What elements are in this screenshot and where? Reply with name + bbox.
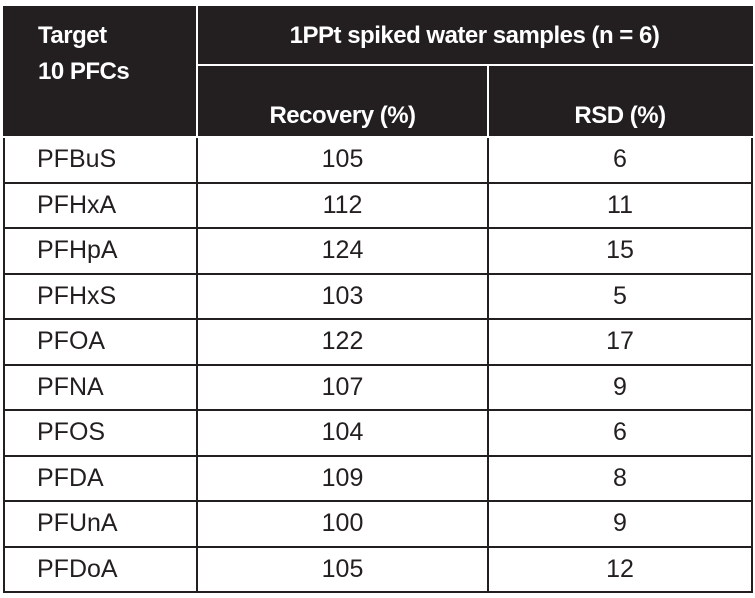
compound-name-cell: PFDoA [3,545,198,593]
compound-name-cell: PFBuS [3,136,198,184]
compound-name-cell: PFOA [3,318,198,366]
table-row: PFNA 107 9 [3,363,753,411]
compound-name-cell: PFHxA [3,181,198,229]
compound-name-cell: PFNA [3,363,198,411]
pfc-recovery-table: Target 10 PFCs 1PPt spiked water samples… [3,6,753,593]
table-row: PFBuS 105 6 [3,136,753,184]
rsd-cell: 6 [487,136,753,184]
table-row: PFOS 104 6 [3,409,753,457]
compound-name-cell: PFOS [3,409,198,457]
rsd-cell: 17 [487,318,753,366]
rsd-cell: 6 [487,409,753,457]
compound-name-cell: PFUnA [3,500,198,548]
compound-name-cell: PFHxS [3,272,198,320]
recovery-cell: 100 [196,500,489,548]
rsd-cell: 9 [487,363,753,411]
table-header: Target 10 PFCs 1PPt spiked water samples… [3,6,753,138]
table-row: PFHxS 103 5 [3,272,753,320]
target-header-line1: Target [38,22,107,49]
table-row: PFDA 109 8 [3,454,753,502]
table-row: PFHpA 124 15 [3,227,753,275]
recovery-cell: 107 [196,363,489,411]
recovery-cell: 103 [196,272,489,320]
sample-group-header: 1PPt spiked water samples (n = 6) [196,6,753,66]
pfc-recovery-table-container: Target 10 PFCs 1PPt spiked water samples… [3,6,753,593]
recovery-cell: 112 [196,181,489,229]
table-body: PFBuS 105 6 PFHxA 112 11 PFHpA 124 15 PF… [3,136,753,593]
table-row: PFDoA 105 12 [3,545,753,593]
table-row: PFUnA 100 9 [3,500,753,548]
rsd-cell: 15 [487,227,753,275]
recovery-cell: 105 [196,545,489,593]
rsd-cell: 11 [487,181,753,229]
recovery-cell: 124 [196,227,489,275]
rsd-cell: 12 [487,545,753,593]
recovery-column-header: Recovery (%) [196,64,489,138]
table-row: PFOA 122 17 [3,318,753,366]
header-row-bottom: Recovery (%) RSD (%) [4,64,753,138]
recovery-cell: 109 [196,454,489,502]
header-row-top: Target 10 PFCs 1PPt spiked water samples… [3,6,753,138]
recovery-cell: 122 [196,318,489,366]
target-column-header: Target 10 PFCs [3,6,198,138]
compound-name-cell: PFHpA [3,227,198,275]
target-header-line2: 10 PFCs [38,58,130,85]
table-row: PFHxA 112 11 [3,181,753,229]
recovery-cell: 105 [196,136,489,184]
rsd-cell: 8 [487,454,753,502]
recovery-cell: 104 [196,409,489,457]
rsd-cell: 5 [487,272,753,320]
compound-name-cell: PFDA [3,454,198,502]
rsd-column-header: RSD (%) [487,64,753,138]
rsd-cell: 9 [487,500,753,548]
